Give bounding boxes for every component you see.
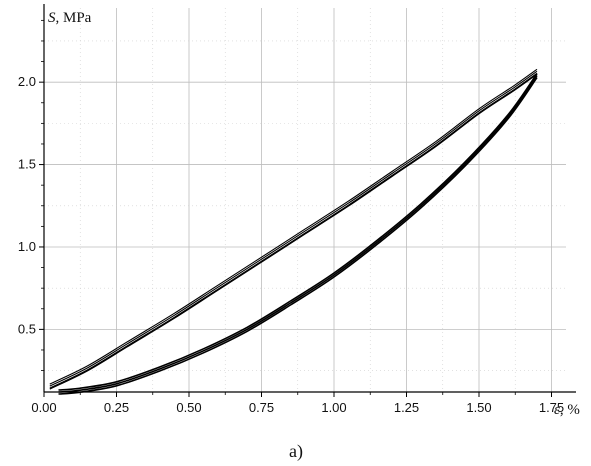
x-tick-label: 0.50 — [176, 400, 201, 415]
y-tick-label: 1.0 — [18, 239, 36, 254]
y-tick-label: 0.5 — [18, 321, 36, 336]
series-line — [49, 68, 538, 385]
x-axis-symbol: ε — [554, 402, 560, 418]
x-tick-label: 0.25 — [104, 400, 129, 415]
series-line — [58, 77, 538, 395]
y-tick-label: 2.0 — [18, 74, 36, 89]
series-line — [49, 72, 538, 389]
y-axis-symbol: S — [48, 10, 56, 26]
figure-caption: a) — [289, 441, 303, 462]
x-tick-label: 0.75 — [249, 400, 274, 415]
y-tick-label: 1.5 — [18, 157, 36, 172]
x-axis-unit: , % — [560, 402, 580, 418]
series-line — [58, 75, 538, 393]
labels: S, MPa ε, % a) — [48, 10, 580, 462]
series-layer — [49, 68, 538, 395]
ticks: 0.00 0.25 0.50 0.75 1.00 1.25 1.50 1.75 0.5 1.0 1.… — [18, 19, 564, 415]
y-axis-unit: , MPa — [56, 10, 92, 26]
axes — [43, 4, 576, 393]
x-tick-label: 1.50 — [466, 400, 491, 415]
x-tick-label: 1.00 — [321, 400, 346, 415]
series-line — [58, 73, 538, 391]
x-tick-label: 0.00 — [31, 400, 56, 415]
y-axis-label: S, MPa — [48, 10, 92, 26]
series-line — [49, 70, 538, 387]
x-axis-label: ε, % — [554, 402, 580, 418]
x-tick-label: 1.75 — [539, 400, 564, 415]
x-tick-label: 1.25 — [394, 400, 419, 415]
series-line — [49, 73, 538, 390]
grid — [44, 8, 566, 392]
